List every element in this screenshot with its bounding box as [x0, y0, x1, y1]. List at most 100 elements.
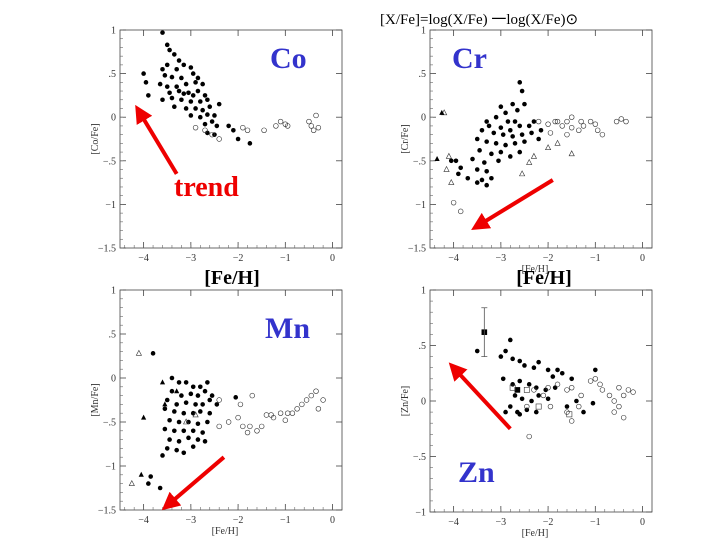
x-tick-label: 0 — [640, 253, 645, 264]
data-point-open-circle — [606, 392, 613, 399]
data-point-open-circle — [616, 384, 622, 391]
y-tick-label: 1 — [111, 26, 116, 37]
data-point-filled-circle — [474, 180, 480, 185]
data-point-filled-circle — [569, 376, 575, 382]
cr-xlabel: [Fe/H] — [522, 264, 549, 275]
data-point-filled-circle — [186, 435, 191, 441]
data-point-open-circle — [569, 114, 575, 120]
data-point-filled-circle — [531, 365, 537, 371]
data-point-filled-circle — [550, 374, 556, 379]
data-point-open-circle — [576, 403, 582, 410]
data-point-filled-circle — [510, 134, 515, 139]
data-point-open-circle — [564, 118, 570, 125]
data-point-open-circle — [310, 127, 317, 133]
data-point-filled-circle — [141, 71, 146, 76]
data-point-filled-circle — [181, 91, 187, 96]
data-point-open-circle — [587, 378, 594, 384]
data-point-filled-circle — [176, 439, 182, 444]
data-point-filled-circle — [216, 101, 222, 107]
data-point-open-circle — [526, 433, 532, 440]
data-point-filled-circle — [498, 104, 504, 110]
data-point-open-circle — [578, 118, 584, 125]
data-point-filled-circle — [162, 426, 168, 432]
data-point-filled-circle — [458, 165, 464, 171]
data-point-filled-circle — [491, 130, 497, 136]
data-point-filled-circle — [517, 378, 523, 384]
data-point-filled-circle — [496, 158, 501, 164]
data-point-filled-circle — [593, 367, 598, 373]
data-point-filled-circle — [179, 75, 184, 81]
x-tick-label: −2 — [543, 253, 554, 264]
data-point-filled-circle — [167, 417, 172, 423]
x-tick-label: −4 — [448, 517, 459, 528]
data-point-filled-circle — [510, 382, 515, 387]
y-tick-label: −1.5 — [408, 244, 426, 255]
data-point-filled-square — [514, 387, 521, 393]
data-point-filled-circle — [205, 112, 210, 117]
x-tick-label: −3 — [496, 253, 507, 264]
cr-panel: −4 −3 −2 −1 0 −1.5 −1 −.5 0 .5 1 [Cr/Fe] [Fe/H] C… — [400, 26, 653, 275]
data-point-filled-circle — [205, 130, 210, 136]
data-point-open-circle — [320, 397, 326, 403]
data-point-open-circle — [273, 123, 279, 129]
data-point-filled-circle — [503, 348, 508, 354]
cr-xtick-labels: −4 −3 −2 −1 0 — [448, 253, 645, 264]
data-point-filled-circle — [205, 419, 210, 425]
data-point-filled-circle — [517, 149, 523, 155]
data-point-filled-circle — [200, 430, 205, 435]
data-point-filled-triangle — [174, 388, 180, 394]
data-point-filled-circle — [174, 66, 179, 72]
zn-panel: −4 −3 −2 −1 0 −1 −.5 0 .5 1 [Zn/Fe] [Fe/H] Zn — [400, 286, 653, 539]
fe-h-bold-label-right: [Fe/H] — [516, 267, 572, 289]
data-point-filled-circle — [205, 380, 210, 385]
data-point-filled-circle — [456, 171, 461, 177]
data-point-open-square — [509, 384, 516, 391]
data-point-filled-circle — [172, 409, 177, 414]
data-point-filled-circle — [247, 141, 253, 146]
data-point-filled-circle — [531, 119, 537, 124]
x-tick-label: −3 — [186, 253, 197, 264]
mn-plot-frame — [119, 289, 343, 511]
data-point-filled-circle — [186, 90, 191, 96]
data-point-open-circle — [315, 406, 322, 412]
data-point-open-circle — [450, 199, 457, 206]
data-point-filled-circle — [176, 58, 182, 63]
data-point-filled-circle — [160, 97, 165, 103]
data-point-open-circle — [599, 387, 606, 393]
data-point-filled-circle — [197, 99, 203, 104]
data-point-open-circle — [202, 127, 208, 133]
mn-data-points — [128, 349, 326, 491]
data-point-filled-circle — [517, 358, 523, 364]
data-point-filled-triangle — [439, 109, 445, 115]
data-point-open-circle — [303, 397, 310, 403]
data-point-filled-circle — [202, 439, 208, 444]
data-point-filled-circle — [181, 450, 187, 456]
data-point-filled-circle — [195, 393, 201, 398]
data-point-filled-circle — [162, 406, 168, 412]
data-point-open-triangle — [554, 139, 561, 146]
data-point-filled-circle — [197, 384, 203, 390]
data-point-open-circle — [216, 397, 222, 403]
data-point-filled-circle — [231, 127, 236, 133]
data-point-filled-circle — [507, 127, 513, 133]
data-point-filled-circle — [529, 398, 534, 404]
x-tick-label: −4 — [138, 253, 149, 264]
mn-xtick-labels: −4 −3 −2 −1 0 — [138, 515, 335, 526]
data-point-filled-circle — [448, 158, 454, 164]
zn-ylabel: [Zn/Fe] — [400, 386, 411, 417]
data-point-filled-circle — [226, 123, 231, 129]
data-point-open-circle — [620, 392, 627, 399]
data-point-filled-circle — [526, 382, 532, 387]
cr-axis-ticks — [430, 29, 653, 249]
data-point-open-circle — [216, 423, 222, 430]
data-point-filled-circle — [172, 104, 177, 110]
data-point-open-circle — [294, 406, 300, 412]
data-point-filled-circle — [486, 123, 492, 129]
data-point-open-circle — [249, 392, 255, 399]
data-point-filled-circle — [200, 402, 205, 407]
y-tick-label: −.5 — [413, 156, 426, 167]
data-point-filled-circle — [179, 97, 184, 103]
y-tick-label: −1 — [105, 462, 116, 473]
mn-element-label: Mn — [265, 312, 310, 345]
data-point-filled-circle — [188, 113, 194, 118]
